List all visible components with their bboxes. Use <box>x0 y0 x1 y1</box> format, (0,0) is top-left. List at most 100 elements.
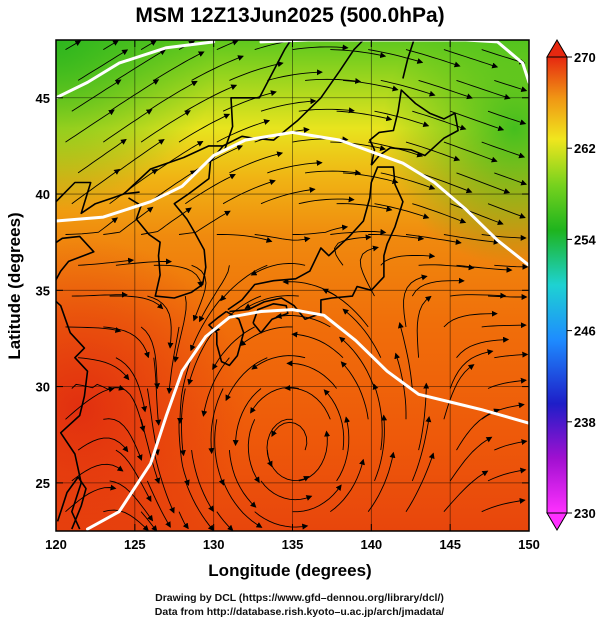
north-contour <box>56 130 529 267</box>
streamline <box>153 140 204 174</box>
streamline <box>208 388 224 455</box>
streamline <box>146 480 171 528</box>
streamline <box>456 264 513 273</box>
streamline <box>103 418 143 461</box>
streamline <box>305 169 362 176</box>
china-korea-border-coastline <box>123 145 224 195</box>
streamline <box>456 172 511 194</box>
streamline <box>178 511 189 530</box>
japan-honshu-coastline <box>227 166 404 320</box>
streamline <box>487 110 527 126</box>
asia-coast-coastline <box>56 181 140 530</box>
streamline <box>380 79 436 97</box>
streamline <box>184 480 215 531</box>
streamline <box>342 308 382 358</box>
south-contour <box>86 308 529 531</box>
streamline <box>449 436 493 482</box>
streamline <box>412 203 467 224</box>
streamline <box>109 79 160 112</box>
northeast-contour <box>259 40 529 84</box>
colorbar-top-arrow <box>546 39 568 58</box>
streamline <box>411 416 432 482</box>
y-tick-label: 40 <box>36 187 50 202</box>
colorbar: 230 238 246 254 262 270 <box>546 39 596 531</box>
streamline <box>305 77 362 84</box>
x-tick-label: 145 <box>439 537 461 552</box>
streamline <box>115 139 165 174</box>
streamline <box>336 416 351 482</box>
streamline <box>342 172 399 185</box>
streamline <box>411 277 465 297</box>
colorbar-tick-label: 238 <box>574 415 596 430</box>
streamline <box>199 265 230 323</box>
streamline <box>65 326 122 333</box>
streamline <box>443 470 489 512</box>
streamline <box>494 172 528 186</box>
streamline <box>450 292 507 299</box>
x-tick-label: 135 <box>282 537 304 552</box>
x-tick-label: 120 <box>45 537 67 552</box>
streamline <box>340 361 369 420</box>
streamline <box>247 419 260 483</box>
japan-hokkaido-coastline <box>369 89 459 166</box>
streamline <box>109 295 164 310</box>
colorbar-tick-label: 230 <box>574 506 596 521</box>
streamline <box>481 402 525 420</box>
streamline <box>260 186 316 205</box>
colorbar-tick-label: 246 <box>574 324 596 339</box>
streamline <box>494 79 528 93</box>
china-russia-border-coastline <box>223 40 292 151</box>
streamline <box>334 234 372 266</box>
streamline <box>443 49 499 69</box>
streamline <box>103 40 119 50</box>
credit-drawing: Drawing by DCL (https://www.gfd–dennou.o… <box>155 592 444 604</box>
streamline <box>216 119 271 143</box>
streamline <box>244 295 299 310</box>
streamline <box>229 151 284 174</box>
streamline <box>405 49 461 68</box>
streamline <box>260 480 313 501</box>
streamline <box>187 326 218 386</box>
x-axis-label: Longitude (degrees) <box>208 561 371 580</box>
streamline <box>216 40 239 51</box>
streamline <box>494 439 528 451</box>
streamline <box>71 168 121 205</box>
streamline <box>416 295 432 358</box>
streamline <box>330 49 387 59</box>
streamline <box>65 109 115 143</box>
streamline <box>359 245 379 297</box>
streamline <box>103 509 149 531</box>
taiwan-coastline <box>56 476 87 530</box>
y-tick-label: 35 <box>36 283 50 298</box>
streamline <box>487 377 527 389</box>
streamline <box>239 326 293 347</box>
streamline <box>153 264 204 288</box>
sakhalin-coastline <box>402 40 415 79</box>
streamline <box>450 203 504 226</box>
streamline <box>443 234 500 245</box>
streamline <box>292 484 342 513</box>
streamline <box>260 98 317 112</box>
streamline <box>291 331 344 359</box>
y-tick-label: 25 <box>36 476 50 491</box>
streamline <box>115 449 152 502</box>
streamline <box>292 44 349 51</box>
streamline <box>229 61 284 81</box>
colorbar-tick-label: 270 <box>574 50 596 65</box>
y-tick-label: 45 <box>36 91 50 106</box>
streamline <box>77 49 129 81</box>
streamline <box>153 450 175 514</box>
streamline <box>103 109 153 143</box>
y-axis-label: Latitude (degrees) <box>5 212 24 359</box>
streamline <box>487 203 526 219</box>
streamline <box>487 467 527 482</box>
streamline <box>250 263 306 276</box>
streamline <box>380 172 436 190</box>
streamline <box>190 295 224 352</box>
x-tick-label: 150 <box>518 537 540 552</box>
streamline <box>374 203 430 220</box>
streamline <box>115 357 148 413</box>
colorbar-bottom-arrow <box>546 512 568 531</box>
streamline <box>173 296 187 363</box>
streamline <box>109 480 154 522</box>
